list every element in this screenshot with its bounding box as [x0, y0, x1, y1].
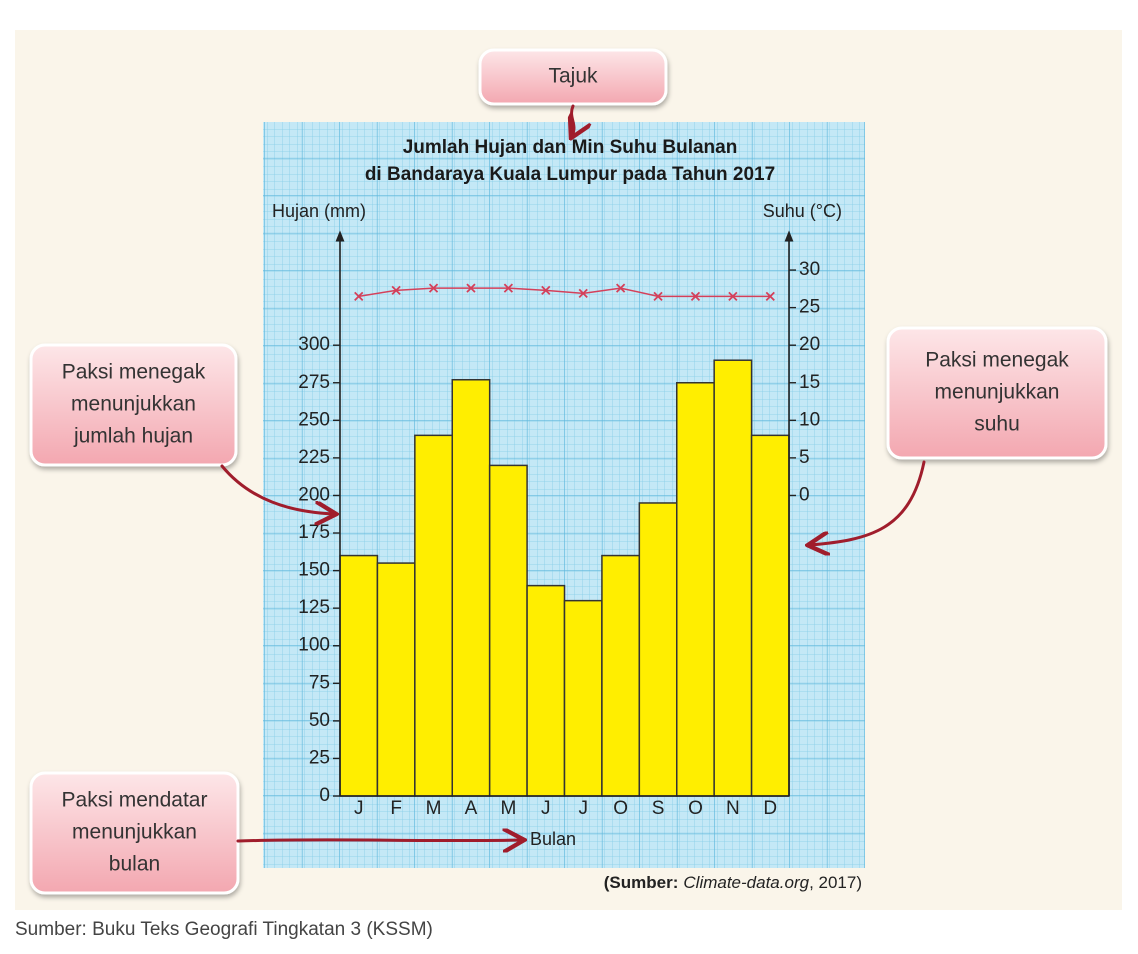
x-tick-label: D — [763, 798, 777, 819]
bar — [601, 554, 641, 797]
bar — [563, 599, 603, 797]
x-tick-label: M — [500, 798, 516, 819]
source: (Sumber: Climate-data.org, 2017) — [604, 873, 862, 892]
bar — [750, 434, 790, 797]
callout-box — [886, 326, 1108, 460]
x-tick-label: J — [541, 798, 551, 819]
source-part: Climate-data.org — [683, 873, 809, 892]
temperature-marker — [578, 288, 588, 298]
temperature-marker — [354, 291, 364, 301]
x-tick-label: M — [426, 798, 442, 819]
y2-tick-label: 20 — [799, 334, 820, 355]
callout-text: menunjukkan — [71, 393, 196, 416]
y-tick-label: 75 — [309, 672, 330, 693]
callout-arrow — [220, 464, 334, 514]
callout-text: suhu — [974, 413, 1020, 436]
temperature-marker — [728, 291, 738, 301]
temperature-marker — [503, 283, 514, 293]
y2-axis-label: Suhu (°C) — [763, 201, 842, 221]
callout-text: menunjukkan — [935, 381, 1060, 404]
y-tick-label: 250 — [298, 409, 330, 430]
x-axis-label: Bulan — [530, 829, 576, 849]
y2-tick-label: 30 — [799, 259, 820, 280]
x-tick-label: S — [652, 798, 665, 819]
bar — [526, 584, 566, 797]
callout-box — [478, 48, 668, 106]
footer: Sumber: Buku Teks Geografi Tingkatan 3 (… — [15, 919, 433, 940]
x-tick-label: J — [354, 798, 364, 819]
x-tick-label: A — [465, 798, 478, 819]
callout-text: Paksi menegak — [62, 361, 206, 384]
callout-text: Paksi menegak — [925, 349, 1069, 372]
x-tick-label: J — [578, 798, 588, 819]
y-tick-label: 125 — [298, 597, 330, 618]
y2-tick-label: 10 — [799, 409, 820, 430]
bar — [451, 379, 491, 797]
x-tick-label: O — [688, 798, 703, 819]
source-part: , 2017) — [809, 873, 862, 892]
temperature-marker — [690, 291, 701, 301]
y2-tick-label: 5 — [799, 447, 810, 468]
temperature-marker — [765, 291, 775, 301]
bar — [638, 502, 678, 797]
callout-text: Paksi mendatar — [62, 789, 208, 812]
callout-text: menunjukkan — [72, 821, 197, 844]
y2-tick-label: 0 — [799, 484, 810, 505]
bar — [339, 554, 379, 797]
temperature-marker — [466, 283, 476, 293]
chart-title: di Bandaraya Kuala Lumpur pada Tahun 201… — [365, 164, 775, 185]
callout-box — [29, 343, 238, 467]
chart-title: Jumlah Hujan dan Min Suhu Bulanan — [403, 137, 738, 158]
temperature-marker — [615, 283, 626, 293]
bar — [414, 434, 454, 797]
y-tick-label: 175 — [298, 522, 330, 543]
y2-tick-label: 25 — [799, 297, 820, 318]
callout-arrow — [236, 840, 522, 841]
y-tick-label: 50 — [309, 710, 330, 731]
callout-arrow — [810, 460, 926, 545]
x-tick-label: F — [390, 798, 402, 819]
y-tick-label: 25 — [309, 747, 330, 768]
temperature-line — [358, 287, 771, 298]
y-tick-label: 225 — [298, 447, 330, 468]
x-tick-label: O — [613, 798, 628, 819]
callout-text: Tajuk — [548, 65, 598, 88]
y-tick-label: 200 — [298, 484, 330, 505]
bar — [376, 562, 416, 797]
y2-tick-label: 15 — [799, 372, 820, 393]
y-tick-label: 300 — [298, 334, 330, 355]
y-tick-label: 0 — [319, 785, 330, 806]
callout-box — [29, 771, 240, 895]
callout-arrow — [572, 104, 574, 136]
y-tick-label: 150 — [298, 560, 330, 581]
callout-text: jumlah hujan — [73, 425, 193, 448]
y-tick-label: 100 — [298, 635, 330, 656]
y-tick-label: 275 — [298, 372, 330, 393]
callout-text: bulan — [109, 853, 160, 876]
x-tick-label: N — [726, 798, 740, 819]
bar — [676, 382, 715, 797]
y-axis-label: Hujan (mm) — [272, 201, 366, 221]
bar — [488, 464, 528, 797]
source-part: (Sumber: — [604, 873, 679, 892]
temperature-marker — [653, 291, 663, 301]
temperature-marker — [541, 285, 551, 295]
bar — [713, 359, 753, 797]
temperature-marker — [391, 285, 401, 295]
temperature-marker — [428, 283, 439, 293]
